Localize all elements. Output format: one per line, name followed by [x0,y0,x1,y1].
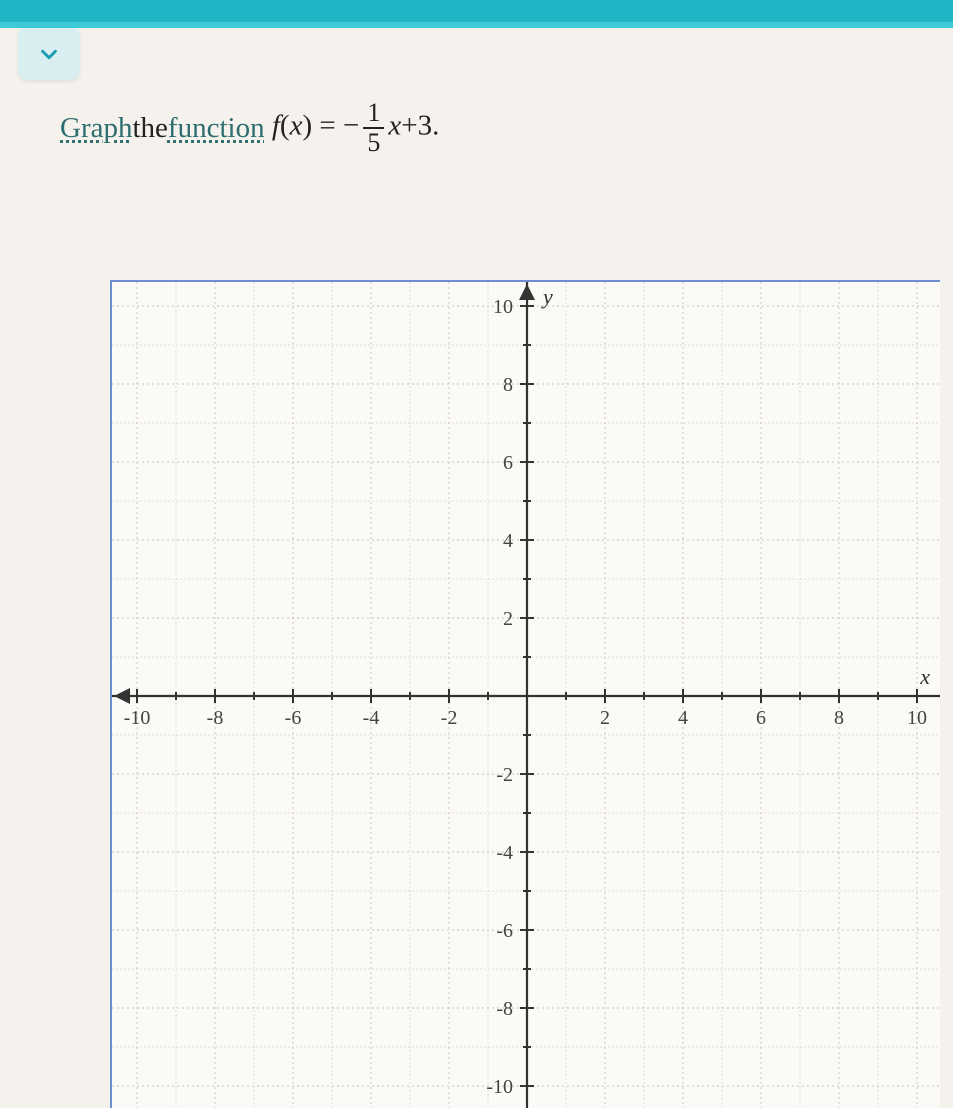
svg-text:-4: -4 [496,842,513,864]
eq-constant: 3 [418,110,433,142]
svg-text:-6: -6 [285,707,302,729]
chevron-down-icon [38,43,60,65]
svg-text:2: 2 [503,608,513,630]
eq-plus: + [401,110,417,142]
header-accent [0,22,953,28]
prompt-space [265,112,272,145]
grid-svg: -10 -8 -6 -4 -2 2 4 6 8 10 10 8 6 4 2 -2 -4 -6 -8 -10 y x [112,282,940,1108]
svg-text:8: 8 [834,707,844,729]
eq-neg: − [343,110,359,142]
svg-text:-6: -6 [496,920,513,942]
eq-equals: = [312,110,343,142]
svg-text:6: 6 [756,707,766,729]
svg-text:4: 4 [678,707,688,729]
link-graph[interactable]: Graph [60,112,132,145]
svg-text:-8: -8 [207,707,224,729]
link-function[interactable]: function [168,112,265,145]
svg-text:10: 10 [493,296,513,318]
eq-var2: x [388,110,401,142]
svg-text:-2: -2 [441,707,458,729]
question-prompt: Graph the function f(x) = −15x+3. [60,100,933,156]
svg-text:4: 4 [503,530,513,552]
svg-text:-10: -10 [486,1076,513,1098]
svg-text:2: 2 [600,707,610,729]
svg-text:8: 8 [503,374,513,396]
svg-text:10: 10 [907,707,927,729]
svg-text:-2: -2 [496,764,513,786]
coordinate-plane[interactable]: -10 -8 -6 -4 -2 2 4 6 8 10 10 8 6 4 2 -2 -4 -6 -8 -10 y x [110,280,940,1108]
eq-numerator: 1 [363,100,384,129]
eq-period: . [432,110,439,142]
svg-text:y: y [541,284,553,309]
eq-fname: f [272,110,280,142]
eq-var1: x [290,110,303,142]
eq-open-paren: ( [280,110,290,142]
eq-fraction: 15 [363,100,384,156]
svg-text:6: 6 [503,452,513,474]
eq-close-paren: ) [302,110,312,142]
svg-text:-8: -8 [496,998,513,1020]
eq-denominator: 5 [363,129,384,156]
svg-text:x: x [919,664,930,689]
svg-text:-10: -10 [124,707,151,729]
collapse-toggle-button[interactable] [18,28,80,80]
equation: f(x) = −15x+3. [272,100,439,156]
prompt-text-the: the [132,112,167,145]
svg-text:-4: -4 [363,707,380,729]
